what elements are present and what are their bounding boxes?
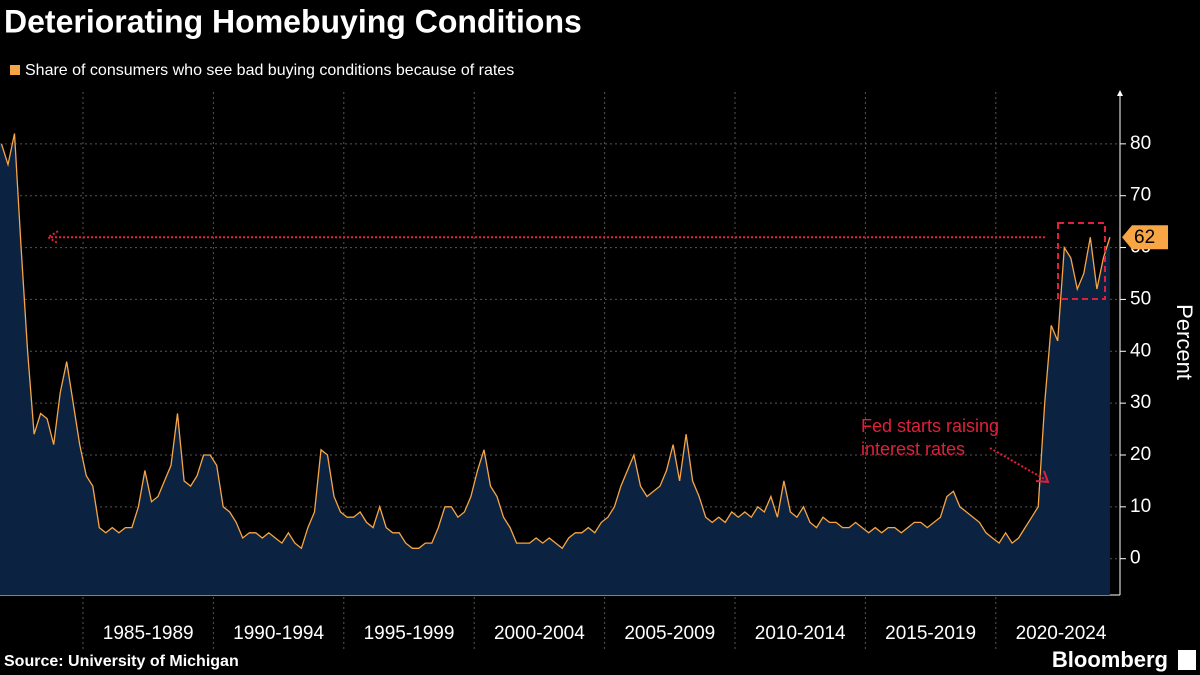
x-tick-label: 1990-1994 (233, 623, 324, 644)
x-tick-label: 1995-1999 (364, 623, 455, 644)
highlight-box (1057, 222, 1106, 300)
area (0, 133, 1110, 595)
y-tick-label: 30 (1130, 392, 1151, 413)
x-tick-label: 2020-2024 (1016, 623, 1107, 644)
y-tick-label: 40 (1130, 340, 1151, 361)
x-tick-label: 2015-2019 (885, 623, 976, 644)
y-tick-label: 20 (1130, 444, 1151, 465)
brand-icon (1178, 650, 1196, 670)
y-tick-label: 10 (1130, 496, 1151, 517)
y-axis-label: Percent (1172, 304, 1197, 380)
x-tick-label: 2005-2009 (624, 623, 715, 644)
annotation-arrow (989, 447, 1047, 481)
legend-swatch (10, 65, 20, 75)
y-axis-arrow (1117, 90, 1123, 96)
y-tick-label: 80 (1130, 133, 1151, 154)
x-tick-label: 2010-2014 (755, 623, 846, 644)
value-tag-label: 62 (1134, 227, 1155, 248)
source: Source: University of Michigan (4, 653, 239, 670)
brand: Bloomberg (1052, 647, 1168, 672)
y-tick-label: 70 (1130, 185, 1151, 206)
chart-title: Deteriorating Homebuying Conditions (4, 3, 582, 39)
x-tick-label: 2000-2004 (494, 623, 585, 644)
annotation: Fed starts raising interest rates (861, 416, 999, 459)
line (0, 133, 1111, 550)
annotation-arrow-head (1035, 470, 1050, 484)
y-tick-label: 50 (1130, 288, 1151, 309)
value-tag (1122, 225, 1168, 250)
x-tick-label: 1985-1989 (103, 623, 194, 644)
legend-label: Share of consumers who see bad buying co… (25, 62, 514, 79)
y-tick-label: 0 (1130, 548, 1141, 569)
